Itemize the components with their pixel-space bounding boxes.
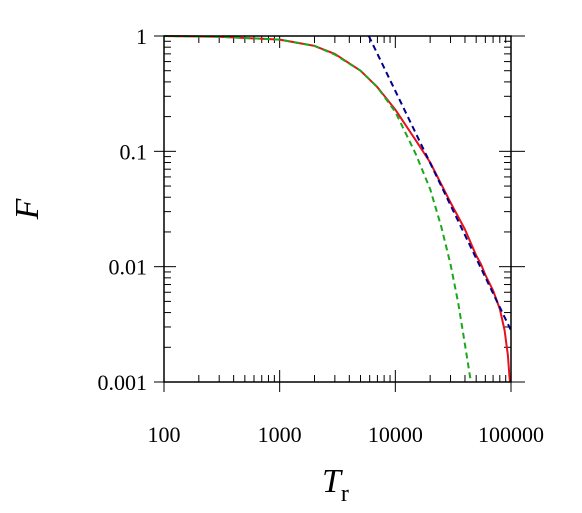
y-tick-label: 0.01 [109,255,148,280]
plot-frame [163,35,512,383]
x-axis-label: Tr [322,463,349,507]
series-line-2 [163,35,472,383]
y-axis-label: F [9,197,46,220]
y-tick-labels: 1 0.1 0.01 0.001 [98,24,148,395]
y-tick-label: 0.1 [120,139,148,164]
y-tick-label: 1 [136,24,147,49]
series-line-1 [163,35,511,383]
x-tick-labels: 100 1000 10000 100000 [148,422,545,447]
tick-marks [154,35,525,392]
x-tick-label: 100000 [478,422,544,447]
x-axis-label-main: T [322,463,343,500]
series-line-3 [367,35,512,331]
series-lines [163,35,512,383]
x-tick-label: 100 [148,422,181,447]
x-axis-label-subscript: r [341,481,349,507]
y-tick-label: 0.001 [98,370,148,395]
x-tick-label: 10000 [368,422,423,447]
x-tick-label: 1000 [258,422,302,447]
